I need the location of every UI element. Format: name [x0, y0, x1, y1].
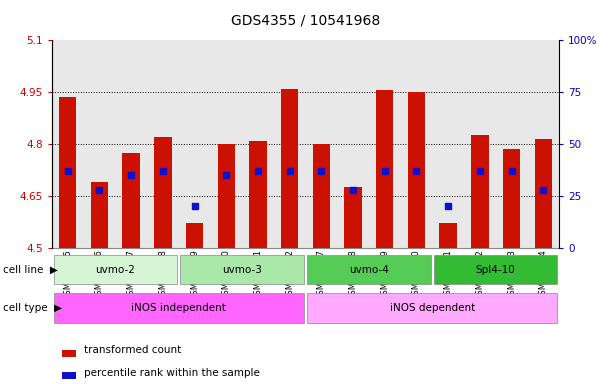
Text: transformed count: transformed count — [84, 345, 181, 355]
Bar — [54, 255, 177, 285]
Bar — [62, 372, 76, 379]
Bar — [62, 349, 76, 356]
Point — [95, 187, 104, 193]
Bar — [337, 40, 369, 248]
Text: uvmo-3: uvmo-3 — [222, 265, 262, 275]
Bar — [369, 40, 401, 248]
Bar — [210, 40, 242, 248]
Bar — [307, 293, 557, 323]
Bar — [281, 89, 298, 248]
Bar — [52, 40, 84, 248]
Bar — [307, 255, 431, 285]
Text: Spl4-10: Spl4-10 — [476, 265, 516, 275]
Point — [285, 168, 295, 174]
Point — [443, 203, 453, 209]
Point — [538, 187, 548, 193]
Point — [189, 203, 199, 209]
Bar — [401, 40, 433, 248]
Bar — [180, 255, 304, 285]
Point — [380, 168, 390, 174]
Bar — [439, 223, 457, 248]
Bar — [179, 40, 210, 248]
Text: GDS4355 / 10541968: GDS4355 / 10541968 — [231, 13, 380, 27]
Bar — [376, 90, 393, 248]
Bar — [306, 40, 337, 248]
Bar — [54, 293, 304, 323]
Point — [475, 168, 485, 174]
Bar — [313, 144, 330, 248]
Point — [253, 168, 263, 174]
Point — [158, 168, 168, 174]
Bar — [434, 255, 557, 285]
Bar — [464, 40, 496, 248]
Bar — [535, 139, 552, 248]
Bar — [496, 40, 527, 248]
Point — [221, 172, 231, 178]
Bar — [527, 40, 559, 248]
Text: cell type  ▶: cell type ▶ — [3, 303, 62, 313]
Text: uvmo-4: uvmo-4 — [349, 265, 389, 275]
Bar — [218, 144, 235, 248]
Bar — [503, 149, 520, 248]
Point — [63, 168, 73, 174]
Point — [348, 187, 358, 193]
Bar — [84, 40, 115, 248]
Bar — [147, 40, 179, 248]
Bar — [186, 223, 203, 248]
Text: uvmo-2: uvmo-2 — [95, 265, 135, 275]
Bar — [433, 40, 464, 248]
Point — [507, 168, 516, 174]
Text: cell line  ▶: cell line ▶ — [3, 265, 58, 275]
Text: iNOS independent: iNOS independent — [131, 303, 226, 313]
Bar — [249, 141, 266, 248]
Bar — [122, 152, 140, 248]
Bar — [345, 187, 362, 248]
Bar — [91, 182, 108, 248]
Bar — [59, 97, 76, 248]
Bar — [154, 137, 172, 248]
Point — [316, 168, 326, 174]
Point — [126, 172, 136, 178]
Text: percentile rank within the sample: percentile rank within the sample — [84, 367, 260, 377]
Bar — [471, 135, 489, 248]
Bar — [115, 40, 147, 248]
Bar — [242, 40, 274, 248]
Text: iNOS dependent: iNOS dependent — [390, 303, 475, 313]
Point — [412, 168, 422, 174]
Bar — [274, 40, 306, 248]
Bar — [408, 92, 425, 248]
